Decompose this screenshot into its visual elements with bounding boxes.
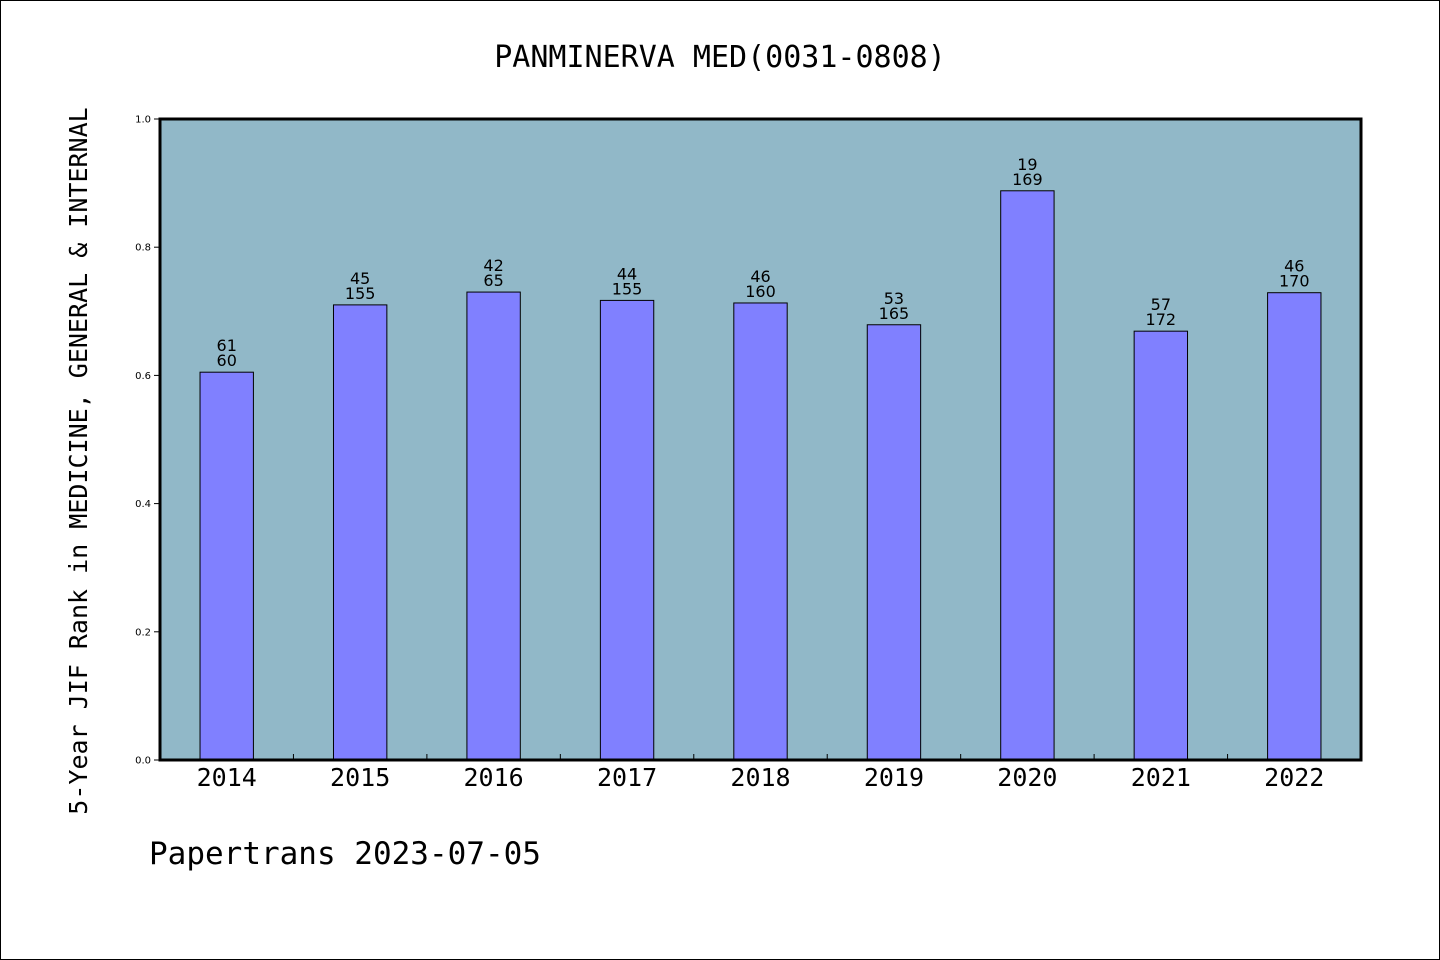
bar-label-rank-2014: 61	[217, 336, 237, 355]
x-axis-ticks: 2014 2015 2016 2017 2018 2019 2020 2021 2022	[197, 754, 1324, 792]
bar-label-rank-2015: 45	[350, 269, 370, 288]
bar-label-total-2016: 65	[483, 271, 503, 290]
bar-label-total-2021: 172	[1146, 310, 1177, 329]
y-tick-label-0.8: 0.8	[135, 243, 151, 254]
bar-2016	[466, 291, 521, 761]
bar-2020	[1000, 190, 1055, 761]
y-tick-label-0.2: 0.2	[135, 627, 151, 638]
x-tick-label-2015: 2015	[330, 763, 390, 792]
bar-2018	[733, 302, 788, 761]
bar-label-rank-2020: 19	[1017, 155, 1037, 174]
bar-label-rank-2018: 46	[750, 267, 770, 286]
y-tick-label-0.6: 0.6	[135, 371, 151, 382]
x-tick-label-2018: 2018	[730, 763, 790, 792]
bar-label-rank-2019: 53	[884, 289, 904, 308]
bar-2014	[199, 371, 254, 761]
y-tick-label-0.4: 0.4	[135, 499, 151, 510]
bar-label-rank-2016: 42	[483, 256, 503, 275]
bar-label-rank-2017: 44	[617, 264, 637, 283]
bar-label-total-2015: 155	[345, 284, 376, 303]
x-tick-label-2014: 2014	[197, 763, 257, 792]
bar-label-total-2020: 169	[1012, 170, 1043, 189]
bar-2019	[866, 324, 922, 761]
bar-label-total-2018: 160	[745, 282, 776, 301]
bar-label-total-2019: 165	[879, 304, 910, 323]
bar-label-total-2017: 155	[612, 279, 643, 298]
x-tick-label-2019: 2019	[864, 763, 924, 792]
y-axis-ticks: 0.0 0.2 0.4 0.6 0.8 1.0	[135, 115, 160, 767]
x-tick-label-2021: 2021	[1131, 763, 1191, 792]
chart-title: PANMINERVA MED(0031-0808)	[494, 40, 946, 75]
x-tick-label-2022: 2022	[1264, 763, 1324, 792]
bar-2022	[1267, 292, 1322, 761]
x-tick-label-2020: 2020	[997, 763, 1057, 792]
bar-label-total-2022: 170	[1279, 272, 1310, 291]
y-tick-label-1.0: 1.0	[135, 115, 151, 126]
bar-label-rank-2021: 57	[1151, 295, 1171, 314]
plot-frame	[158, 117, 1363, 762]
y-axis-label: 5-Year JIF Rank in MEDICINE, GENERAL & I…	[64, 107, 93, 814]
bar-2021	[1133, 330, 1189, 761]
y-tick-label-0.0: 0.0	[135, 756, 151, 767]
x-tick-label-2016: 2016	[464, 763, 524, 792]
bar-label-rank-2022: 46	[1284, 257, 1304, 276]
bar-2017	[599, 299, 655, 761]
bar-label-total-2014: 60	[217, 351, 237, 370]
bar-2015	[332, 304, 388, 761]
x-tick-label-2017: 2017	[597, 763, 657, 792]
footer-credit: Papertrans 2023-07-05	[149, 836, 541, 872]
